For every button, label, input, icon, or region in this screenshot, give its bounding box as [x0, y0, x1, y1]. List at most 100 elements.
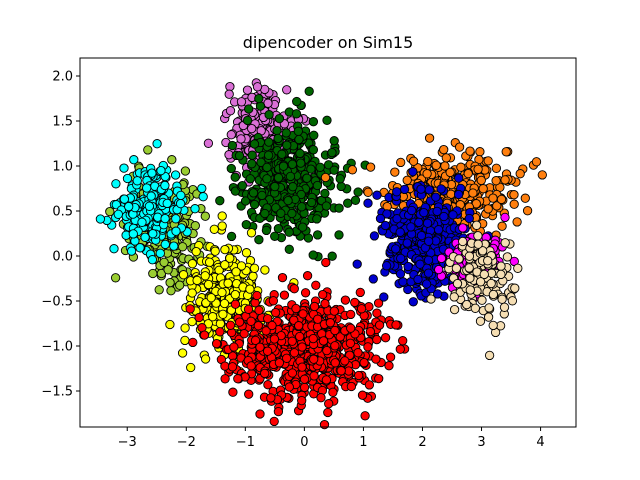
data-point	[124, 201, 134, 212]
data-point	[402, 238, 412, 248]
data-point	[171, 214, 181, 224]
data-point	[309, 354, 319, 364]
data-point	[273, 406, 284, 417]
data-point	[413, 274, 423, 285]
data-point	[236, 134, 246, 144]
data-point	[241, 248, 252, 258]
data-point	[312, 214, 322, 224]
data-point	[488, 320, 498, 331]
data-point	[340, 295, 351, 305]
data-point	[284, 382, 294, 392]
data-point	[395, 269, 406, 279]
data-point	[187, 259, 198, 269]
data-point	[329, 165, 339, 175]
data-point	[147, 255, 158, 265]
data-point	[142, 183, 152, 193]
data-point	[408, 156, 419, 166]
data-point	[308, 117, 319, 127]
data-point	[287, 336, 297, 346]
data-point	[346, 309, 356, 320]
data-point	[423, 156, 433, 167]
data-point	[454, 142, 465, 152]
data-point	[243, 304, 254, 314]
data-point	[406, 222, 416, 232]
data-point	[475, 316, 486, 326]
data-point	[297, 202, 307, 212]
data-point	[323, 160, 334, 170]
data-point	[399, 184, 410, 195]
plot-frame	[79, 57, 577, 428]
data-point	[436, 184, 446, 194]
data-point	[375, 213, 386, 224]
data-point	[252, 82, 263, 92]
data-point	[220, 361, 230, 371]
data-point	[312, 230, 323, 240]
data-point	[233, 374, 243, 384]
data-point	[188, 337, 198, 348]
data-point	[324, 399, 334, 409]
data-point	[452, 278, 463, 289]
data-point	[200, 354, 211, 364]
data-point	[449, 304, 460, 315]
data-point	[171, 226, 181, 236]
data-point	[256, 157, 266, 167]
data-point	[318, 289, 328, 300]
data-point	[308, 145, 319, 155]
data-point	[322, 115, 332, 125]
data-point	[483, 256, 493, 266]
data-point	[278, 161, 289, 171]
data-point	[272, 125, 282, 136]
data-point	[242, 115, 253, 126]
data-point	[263, 150, 274, 160]
y-tick-label: 0.5	[52, 205, 73, 220]
data-point	[302, 271, 313, 281]
data-point	[321, 201, 332, 211]
data-point	[295, 148, 305, 159]
data-point	[373, 298, 384, 308]
data-point	[262, 162, 272, 173]
data-point	[95, 214, 106, 224]
x-tick-label: 3	[477, 435, 485, 450]
data-point	[423, 255, 434, 265]
data-point	[365, 326, 376, 337]
data-point	[306, 164, 316, 174]
data-point	[407, 205, 417, 216]
data-point	[227, 362, 238, 372]
data-point	[392, 187, 402, 197]
data-point	[225, 253, 235, 263]
data-point	[245, 284, 255, 294]
data-point	[180, 335, 190, 346]
data-point	[382, 209, 392, 219]
data-point	[537, 170, 547, 180]
data-point	[244, 389, 254, 399]
data-point	[356, 304, 367, 314]
data-point	[475, 277, 486, 287]
data-point	[269, 334, 280, 344]
data-point	[354, 370, 364, 381]
data-point	[230, 172, 240, 182]
x-tick-label: 2	[418, 435, 426, 450]
data-point	[462, 299, 472, 310]
data-point	[456, 162, 466, 172]
data-point	[262, 174, 272, 184]
data-point	[230, 299, 241, 309]
data-point	[128, 229, 138, 239]
data-point	[507, 296, 518, 306]
data-point	[126, 246, 137, 256]
data-point	[372, 334, 382, 345]
data-point	[249, 263, 260, 273]
data-point	[308, 250, 318, 260]
cluster-5	[185, 257, 410, 430]
data-point	[432, 206, 442, 217]
data-point	[520, 193, 530, 203]
data-point	[364, 380, 375, 390]
x-tick-label: 0	[300, 435, 308, 450]
data-point	[225, 106, 236, 116]
data-point	[143, 145, 153, 155]
data-point	[522, 206, 533, 216]
data-point	[391, 320, 401, 330]
data-point	[299, 382, 310, 393]
data-point	[416, 184, 426, 194]
data-point	[274, 113, 285, 124]
data-point	[206, 293, 216, 303]
